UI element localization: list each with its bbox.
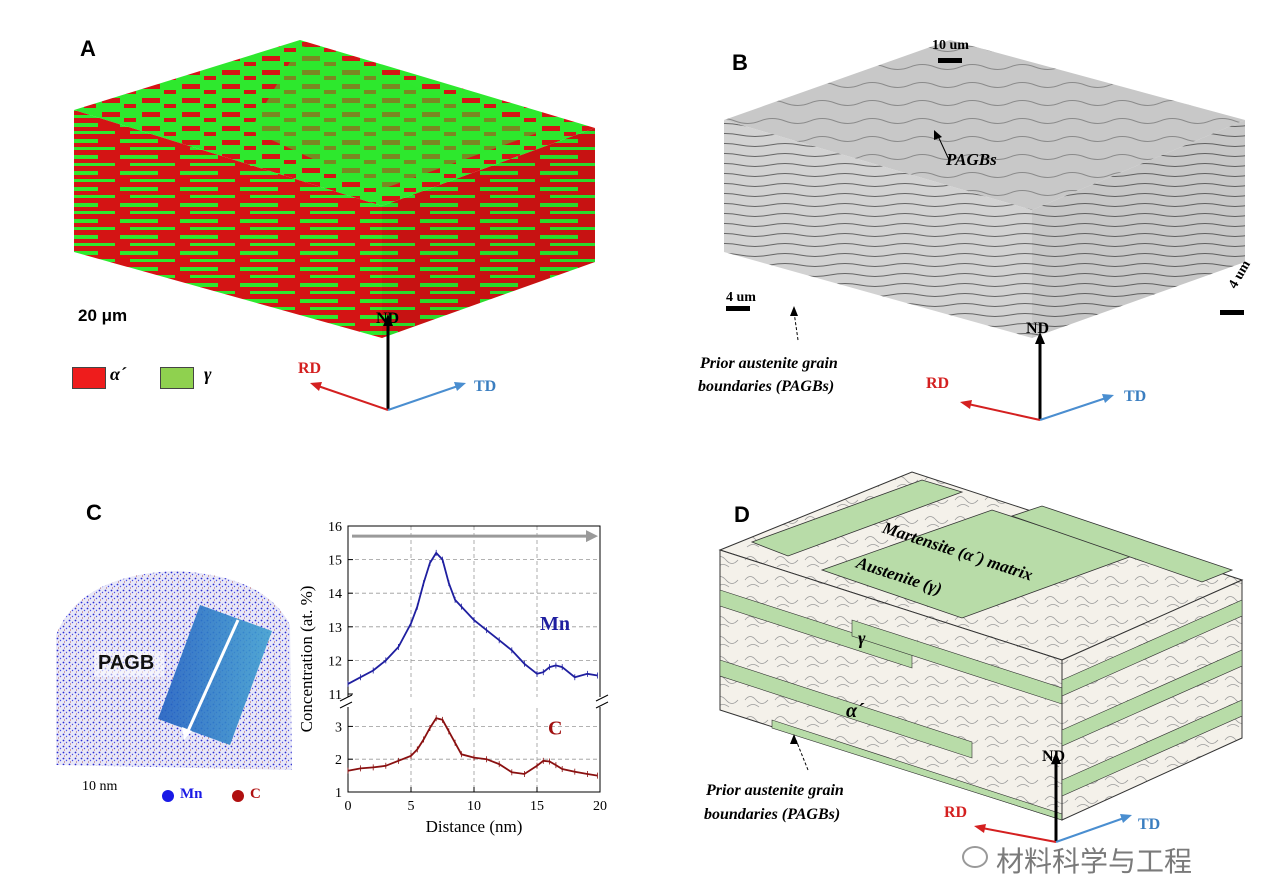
panel-label-b: B bbox=[732, 50, 748, 75]
schematic-microstructure-3d bbox=[718, 471, 1244, 843]
x-tick-label: 5 bbox=[408, 799, 415, 814]
axis-break-mark-right bbox=[595, 694, 609, 702]
caption-b-line2: boundaries (PAGBs) bbox=[698, 378, 835, 395]
y-tick-label: 11 bbox=[329, 688, 342, 703]
y-tick-label: 3 bbox=[335, 720, 342, 735]
scalebar-label-c: 10 nm bbox=[82, 779, 118, 794]
label-alpha-d: α´ bbox=[846, 700, 864, 722]
sem-micrograph-3d bbox=[724, 40, 1245, 421]
y-tick-label: 14 bbox=[328, 587, 342, 602]
y-tick-label: 16 bbox=[328, 520, 342, 535]
y-tick-label: 1 bbox=[335, 786, 342, 801]
scalebar-label-b-top: 10 um bbox=[932, 38, 969, 53]
x-tick-label: 15 bbox=[530, 799, 544, 814]
panel-label-d: D bbox=[734, 502, 750, 527]
y-tick-label: 2 bbox=[335, 753, 342, 768]
scalebar-label-a: 20 μm bbox=[78, 306, 128, 325]
scalebar-label-b-left: 4 um bbox=[726, 290, 756, 305]
series-label-Mn: Mn bbox=[540, 613, 570, 635]
axis-label-nd-a: ND bbox=[376, 310, 400, 327]
legend-label-martensite: α´ bbox=[110, 364, 126, 384]
legend-swatch-martensite bbox=[72, 367, 106, 389]
label-pagbs-b: PAGBs bbox=[946, 150, 997, 169]
axis-break-mark-left bbox=[339, 701, 353, 709]
axis-label-nd-b: ND bbox=[1026, 320, 1050, 337]
wechat-logo-icon bbox=[962, 846, 988, 868]
x-tick-label: 0 bbox=[345, 799, 352, 814]
profile-direction-arrowhead bbox=[586, 530, 598, 543]
legend-label-austenite: γ bbox=[204, 364, 212, 384]
y-tick-label: 12 bbox=[328, 654, 342, 669]
x-axis-label: Distance (nm) bbox=[426, 817, 523, 836]
ebsd-phase-map-3d bbox=[74, 40, 595, 411]
legend-dot-mn bbox=[162, 790, 174, 802]
axis-break-mark-right bbox=[595, 701, 609, 709]
y-tick-label: 15 bbox=[328, 554, 342, 569]
watermark-text: 材料科学与工程 bbox=[996, 845, 1193, 878]
label-gamma-d: γ bbox=[858, 628, 866, 648]
panel-label-a: A bbox=[80, 36, 96, 61]
label-pagb-c: PAGB bbox=[98, 652, 155, 674]
legend-dot-c bbox=[232, 790, 244, 802]
axis-break-mark-left bbox=[339, 694, 353, 702]
y-tick-label: 13 bbox=[328, 621, 342, 636]
axis-label-td-b: TD bbox=[1124, 388, 1147, 405]
axis-label-rd-a: RD bbox=[298, 360, 322, 377]
series-label-C: C bbox=[548, 718, 562, 740]
axis-label-rd-d: RD bbox=[944, 804, 968, 821]
caption-b-line1: Prior austenite grain bbox=[700, 355, 838, 372]
y-axis-label: Concentration (at. %) bbox=[297, 586, 316, 733]
x-tick-label: 10 bbox=[467, 799, 481, 814]
caption-d-line1: Prior austenite grain bbox=[706, 782, 844, 799]
x-tick-label: 20 bbox=[593, 799, 607, 814]
legend-swatch-austenite bbox=[160, 367, 194, 389]
axis-label-nd-d: ND bbox=[1042, 748, 1066, 765]
atom-probe-map bbox=[56, 571, 292, 770]
legend-label-c: C bbox=[250, 786, 261, 802]
legend-label-mn: Mn bbox=[180, 786, 203, 802]
axis-label-rd-b: RD bbox=[926, 375, 950, 392]
axis-break-gap bbox=[342, 697, 606, 707]
caption-d-line2: boundaries (PAGBs) bbox=[704, 806, 841, 823]
axis-label-td-d: TD bbox=[1138, 816, 1161, 833]
axis-label-td-a: TD bbox=[474, 378, 497, 395]
panel-label-c: C bbox=[86, 500, 102, 525]
